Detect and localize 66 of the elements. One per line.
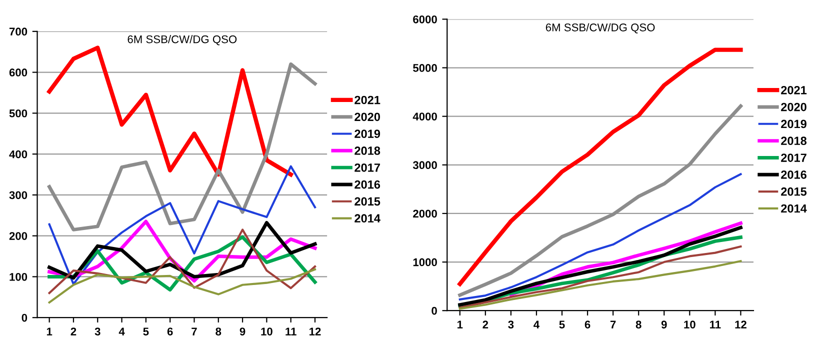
legend-label: 2019: [354, 130, 380, 138]
y-tick-label: 2000: [413, 210, 437, 218]
x-tick-label: 2: [482, 320, 488, 328]
y-tick-label: 0: [432, 306, 437, 315]
legend-label: 2017: [781, 154, 806, 162]
x-tick-label: 12: [735, 320, 746, 328]
line-series: [458, 245, 742, 309]
x-tick-label: 4: [118, 328, 125, 336]
legend-label: 2014: [354, 214, 380, 223]
y-tick-label: 100: [10, 272, 28, 281]
x-tick-label: 10: [684, 320, 696, 328]
x-tick-label: 9: [240, 328, 246, 336]
x-tick-label: 2: [70, 328, 76, 336]
legend-label: 2019: [781, 120, 806, 128]
x-tick-label: 5: [559, 320, 565, 328]
legend-label: 2020: [781, 102, 806, 112]
legend-label: 2020: [354, 112, 380, 122]
y-tick-label: 700: [9, 28, 28, 36]
line-series: [47, 46, 293, 177]
y-tick-label: 6000: [413, 15, 437, 24]
legend-label: 2015: [781, 187, 807, 196]
x-tick-label: 11: [710, 320, 721, 328]
x-tick-label: 1: [457, 320, 463, 328]
y-tick-label: 3000: [412, 161, 437, 170]
x-tick-label: 7: [610, 320, 616, 328]
x-tick-label: 1: [46, 328, 52, 336]
line-series: [48, 62, 317, 232]
x-tick-label: 7: [192, 328, 197, 336]
legend-label: 2014: [781, 204, 807, 213]
legend-label: 2018: [781, 136, 807, 146]
y-tick-label: 0: [22, 314, 28, 322]
x-tick-label: 12: [310, 328, 321, 336]
legend-label: 2021: [354, 96, 380, 104]
x-tick-label: 3: [94, 328, 100, 336]
y-tick-label: 600: [9, 68, 28, 76]
line-series: [458, 48, 743, 286]
x-tick-label: 8: [636, 320, 642, 328]
legend-label: 2016: [354, 180, 380, 189]
x-tick-label: 6: [584, 320, 590, 328]
y-tick-label: 1000: [413, 258, 437, 266]
line-series: [458, 260, 742, 310]
x-tick-label: 8: [216, 328, 222, 336]
y-tick-label: 4000: [412, 112, 437, 120]
legend-label: 2018: [354, 146, 380, 155]
chart-title: 6M SSB/CW/DG QSO: [128, 35, 237, 46]
x-tick-label: 11: [286, 328, 296, 336]
x-tick-label: 5: [143, 328, 149, 336]
y-tick-label: 200: [9, 232, 28, 240]
x-tick-label: 6: [167, 328, 173, 336]
line-series: [48, 268, 316, 304]
x-tick-label: 9: [661, 320, 667, 328]
legend-label: 2015: [354, 197, 380, 206]
y-tick-label: 500: [9, 109, 28, 118]
line-series: [458, 104, 742, 297]
chart-title: 6M SSB/CW/DG QSO: [546, 23, 655, 34]
legend-label: 2021: [781, 86, 807, 94]
x-tick-label: 10: [261, 328, 272, 336]
legend-label: 2016: [781, 170, 806, 179]
line-series: [458, 173, 742, 300]
y-tick-label: 400: [9, 150, 28, 158]
legend-label: 2017: [354, 163, 380, 172]
y-tick-label: 300: [9, 191, 28, 200]
line-series: [48, 165, 316, 286]
x-tick-label: 3: [508, 320, 514, 329]
x-tick-label: 4: [534, 320, 540, 328]
y-tick-label: 5000: [413, 64, 437, 72]
